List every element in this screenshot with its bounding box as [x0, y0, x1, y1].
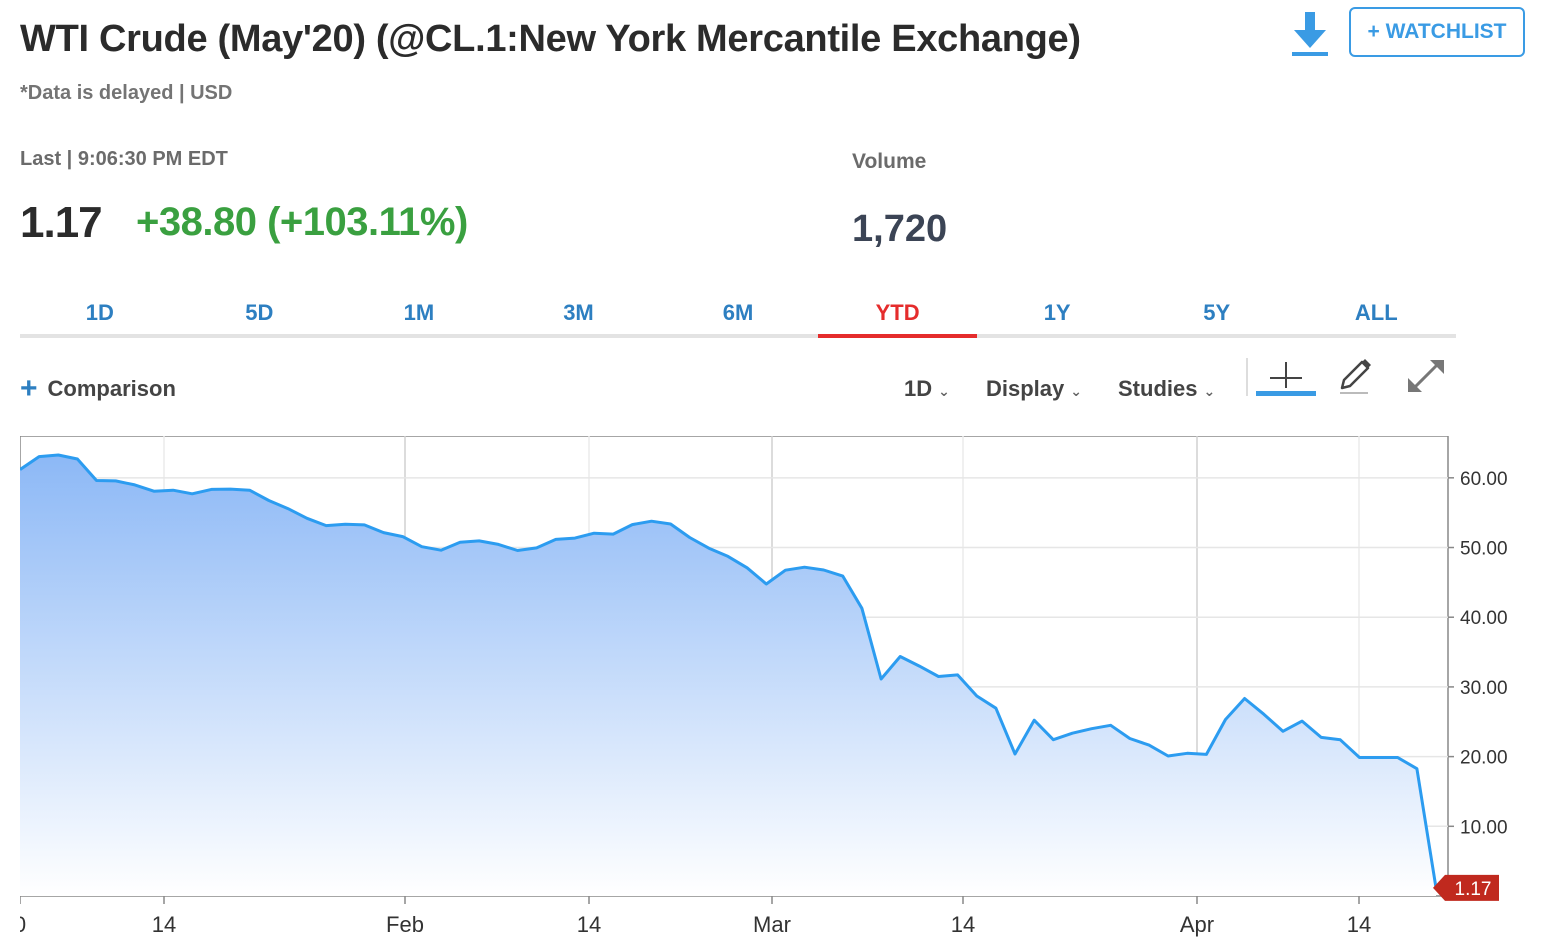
- studies-label: Studies: [1118, 376, 1198, 401]
- price-line: [19, 453, 1438, 889]
- comparison-button[interactable]: + Comparison: [20, 372, 176, 405]
- add-watchlist-button[interactable]: + WATCHLIST: [1349, 7, 1525, 57]
- volume-value: 1,720: [852, 208, 948, 250]
- tab-ytd[interactable]: YTD: [817, 292, 978, 338]
- price-chart[interactable]: 60.00 50.00 40.00 30.00 20.00 10.00 0 14 Feb 14 M…: [14, 435, 1540, 946]
- volume-label: Volume: [852, 150, 927, 173]
- tab-1d[interactable]: 1D: [85, 300, 114, 325]
- y-tick-label: 20.00: [1460, 748, 1508, 769]
- pencil-icon: [1340, 359, 1371, 394]
- price-change: +38.80 (+103.11%): [136, 200, 468, 244]
- x-tick-label: 14: [577, 912, 601, 937]
- y-tick-label: 40.00: [1460, 608, 1508, 629]
- time-range-tabs: 1D 5D 1M 3M 6M YTD 1Y 5Y ALL: [20, 292, 1456, 338]
- tab-6m[interactable]: 6M: [722, 300, 754, 325]
- interval-dropdown[interactable]: 1D ⌄: [904, 376, 950, 402]
- tab-5y[interactable]: 5Y: [1203, 300, 1231, 325]
- download-button[interactable]: [1288, 10, 1332, 58]
- price-chart-svg: 60.00 50.00 40.00 30.00 20.00 10.00 0 14 Feb 14 M…: [14, 435, 1508, 937]
- tab-3m[interactable]: 3M: [563, 300, 594, 325]
- x-tick-label: 14: [951, 912, 975, 937]
- x-tick-label: 14: [152, 912, 176, 937]
- draw-tool-button[interactable]: [1334, 356, 1378, 396]
- display-dropdown[interactable]: Display ⌄: [986, 376, 1082, 402]
- last-price-tag: 1.17: [1433, 874, 1499, 901]
- x-tick-label: 14: [1347, 912, 1371, 937]
- tab-5d[interactable]: 5D: [245, 300, 274, 325]
- y-tick-label: 30.00: [1460, 678, 1508, 699]
- download-icon: [1292, 12, 1328, 56]
- tab-1m[interactable]: 1M: [403, 300, 435, 325]
- crosshair-tool-button[interactable]: [1256, 358, 1316, 398]
- chevron-down-icon: ⌄: [1203, 383, 1216, 399]
- fullscreen-button[interactable]: [1404, 356, 1448, 396]
- last-price-tag-label: 1.17: [1455, 879, 1492, 900]
- interval-label: 1D: [904, 376, 933, 401]
- toolbar-divider: [1246, 358, 1248, 396]
- chevron-down-icon: ⌄: [1070, 383, 1082, 399]
- plus-icon: +: [20, 372, 38, 405]
- comparison-label: Comparison: [47, 376, 176, 401]
- page-title: WTI Crude (May'20) (@CL.1:New York Merca…: [20, 18, 1081, 60]
- x-tick-label: Apr: [1180, 912, 1214, 937]
- tab-1y[interactable]: 1Y: [1043, 300, 1071, 325]
- display-label: Display: [986, 376, 1065, 401]
- studies-dropdown[interactable]: Studies ⌄: [1118, 376, 1215, 402]
- chevron-down-icon: ⌄: [938, 383, 950, 399]
- y-tick-label: 50.00: [1460, 539, 1508, 560]
- y-tick-label: 60.00: [1460, 469, 1508, 490]
- expand-icon: [1408, 360, 1444, 392]
- price-area: [20, 455, 1436, 896]
- crosshair-icon: [1256, 362, 1316, 396]
- x-tick-label: Feb: [386, 912, 424, 937]
- tab-all[interactable]: ALL: [1354, 300, 1398, 325]
- last-trade-time: Last | 9:06:30 PM EDT: [20, 148, 228, 170]
- x-tick-label: Mar: [753, 912, 791, 937]
- data-delayed-note: *Data is delayed | USD: [20, 82, 233, 104]
- x-tick-label: 0: [20, 912, 26, 937]
- last-price: 1.17: [20, 198, 103, 247]
- y-tick-label: 10.00: [1460, 817, 1508, 838]
